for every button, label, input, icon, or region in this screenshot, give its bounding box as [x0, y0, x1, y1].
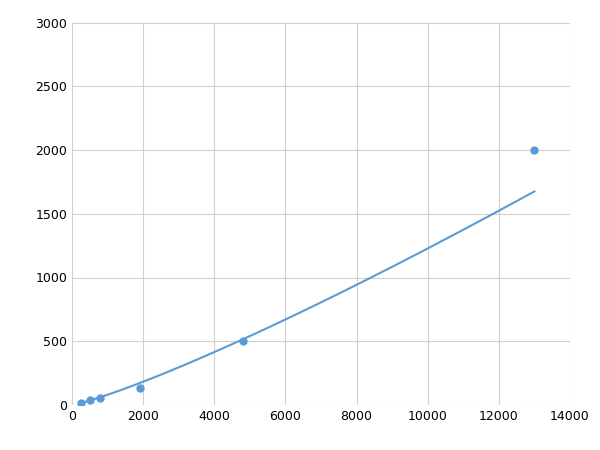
Point [530, 146, 539, 153]
Point [135, 385, 145, 392]
Point [95, 394, 104, 401]
Point [76, 399, 86, 406]
Point [85, 396, 95, 404]
Point [238, 338, 248, 345]
